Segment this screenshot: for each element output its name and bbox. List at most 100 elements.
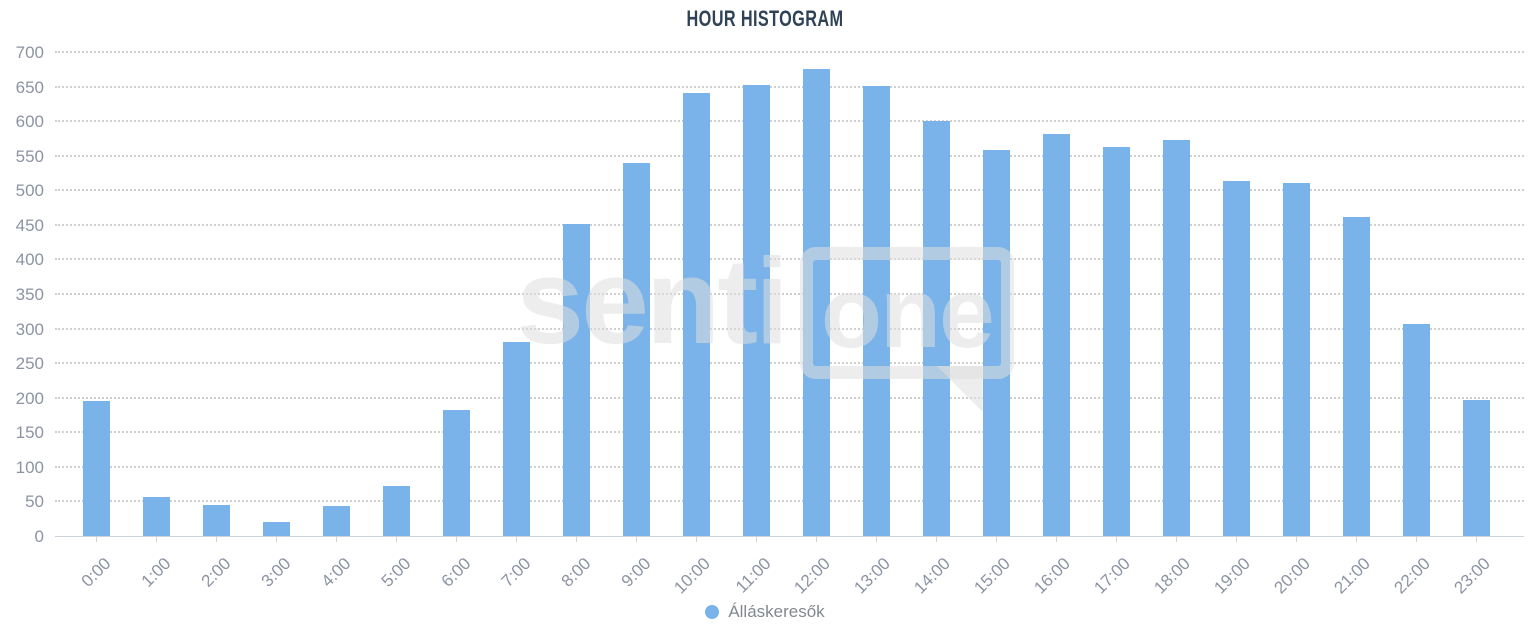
y-axis-label-500: 500 — [15, 181, 44, 201]
bar-8-00[interactable] — [562, 224, 590, 536]
legend-series-label: Álláskeresők — [728, 602, 825, 621]
x-axis-tick-5-00 — [396, 536, 397, 542]
x-axis-label-16-00: 16:00 — [1030, 553, 1075, 598]
x-axis-label-10-00: 10:00 — [670, 553, 715, 598]
chart-title-text: HOUR HISTOGRAM — [686, 6, 844, 31]
x-axis-label-1-00: 1:00 — [137, 553, 175, 591]
x-axis-label-0-00: 0:00 — [77, 553, 115, 591]
x-axis-label-2-00: 2:00 — [197, 553, 235, 591]
bar-14-00[interactable] — [922, 121, 950, 536]
x-axis-tick-19-00 — [1236, 536, 1237, 542]
x-axis-tick-6-00 — [456, 536, 457, 542]
x-axis-label-9-00: 9:00 — [617, 553, 655, 591]
x-axis-label-8-00: 8:00 — [557, 553, 595, 591]
bar-16-00[interactable] — [1042, 133, 1070, 536]
bar-2-00[interactable] — [202, 504, 230, 536]
x-axis-label-6-00: 6:00 — [437, 553, 475, 591]
x-axis-tick-11-00 — [756, 536, 757, 542]
x-axis-tick-1-00 — [156, 536, 157, 542]
x-axis-tick-20-00 — [1296, 536, 1297, 542]
bar-18-00[interactable] — [1162, 139, 1190, 536]
bar-21-00[interactable] — [1342, 216, 1370, 536]
y-axis-label-350: 350 — [15, 285, 44, 304]
y-axis-label-400: 400 — [15, 250, 44, 270]
x-axis-label-22-00: 22:00 — [1390, 553, 1435, 598]
bar-5-00[interactable] — [382, 486, 410, 536]
y-axis-label-300: 300 — [15, 319, 44, 339]
gridline-150 — [55, 431, 1524, 434]
gridline-550 — [55, 154, 1524, 157]
y-axis-label-200: 200 — [15, 388, 44, 408]
x-axis-label-12-00: 12:00 — [790, 553, 835, 598]
bar-12-00[interactable] — [802, 69, 830, 536]
x-axis-tick-15-00 — [996, 536, 997, 542]
y-axis-label-150: 150 — [15, 423, 44, 443]
x-axis-tick-18-00 — [1176, 536, 1177, 542]
bar-6-00[interactable] — [442, 410, 470, 536]
bar-13-00[interactable] — [862, 85, 890, 536]
x-axis-label-3-00: 3:00 — [257, 553, 295, 591]
y-axis-label-450: 450 — [15, 215, 44, 235]
gridline-200 — [55, 396, 1524, 399]
gridline-350 — [55, 293, 1524, 295]
bar-22-00[interactable] — [1402, 323, 1430, 536]
y-axis-label-0: 0 — [34, 527, 44, 546]
bar-3-00[interactable] — [262, 522, 290, 536]
gridline-400 — [55, 258, 1524, 261]
gridline-600 — [55, 120, 1524, 123]
x-axis-label-17-00: 17:00 — [1090, 553, 1135, 598]
gridline-250 — [55, 362, 1524, 365]
y-axis-label-550: 550 — [15, 146, 44, 166]
x-axis-tick-10-00 — [696, 536, 697, 542]
x-axis-tick-22-00 — [1416, 536, 1417, 542]
x-axis-label-21-00: 21:00 — [1330, 553, 1375, 598]
x-axis-tick-9-00 — [636, 536, 637, 542]
gridline-50 — [55, 500, 1524, 503]
bar-20-00[interactable] — [1282, 183, 1310, 536]
x-axis-label-19-00: 19:00 — [1210, 553, 1255, 598]
legend-series-dot-icon — [705, 605, 720, 619]
bar-23-00[interactable] — [1462, 400, 1490, 536]
x-axis-label-23-00: 23:00 — [1450, 553, 1495, 598]
x-axis-label-15-00: 15:00 — [970, 553, 1015, 598]
bar-10-00[interactable] — [682, 93, 710, 536]
x-axis-label-20-00: 20:00 — [1270, 553, 1315, 598]
bar-9-00[interactable] — [622, 162, 650, 536]
y-axis-label-250: 250 — [15, 354, 44, 374]
gridline-700 — [55, 51, 1524, 53]
bar-17-00[interactable] — [1102, 146, 1130, 536]
bar-7-00[interactable] — [502, 342, 530, 536]
gridline-650 — [55, 85, 1524, 88]
legend-item[interactable]: Álláskeresők — [0, 602, 1530, 622]
x-axis-label-18-00: 18:00 — [1150, 553, 1195, 598]
gridline-300 — [55, 327, 1524, 330]
y-axis-label-700: 700 — [15, 43, 44, 62]
bar-4-00[interactable] — [322, 506, 350, 536]
x-axis-tick-14-00 — [936, 536, 937, 542]
x-axis-tick-13-00 — [876, 536, 877, 542]
x-axis-label-5-00: 5:00 — [377, 553, 415, 591]
x-axis-tick-7-00 — [516, 536, 517, 542]
x-axis-label-7-00: 7:00 — [497, 553, 535, 591]
bar-19-00[interactable] — [1222, 181, 1250, 536]
x-axis-line — [55, 536, 1524, 537]
x-axis-label-4-00: 4:00 — [317, 553, 355, 591]
x-axis-tick-4-00 — [336, 536, 337, 542]
y-axis-label-50: 50 — [25, 492, 44, 512]
x-axis-label-11-00: 11:00 — [731, 553, 775, 597]
bar-11-00[interactable] — [742, 85, 770, 536]
x-axis-label-13-00: 13:00 — [850, 553, 895, 598]
x-axis-tick-17-00 — [1116, 536, 1117, 542]
x-axis-label-14-00: 14:00 — [910, 553, 955, 598]
x-axis-tick-8-00 — [576, 536, 577, 542]
bar-15-00[interactable] — [982, 150, 1010, 536]
bar-0-00[interactable] — [82, 401, 110, 536]
x-axis-tick-2-00 — [216, 536, 217, 542]
bar-1-00[interactable] — [142, 496, 170, 536]
y-axis-label-650: 650 — [15, 77, 44, 97]
y-axis-label-100: 100 — [15, 457, 44, 477]
gridline-500 — [55, 189, 1524, 192]
gridline-450 — [55, 223, 1524, 226]
